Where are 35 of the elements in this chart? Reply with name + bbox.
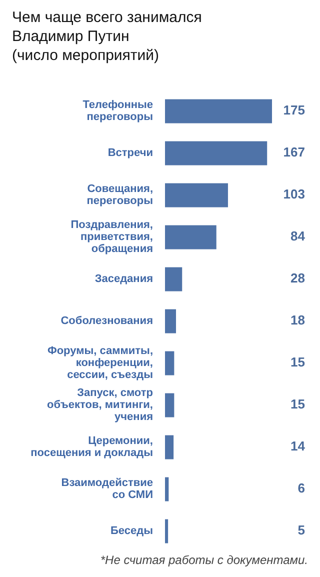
chart-title: Чем чаще всего занимался Владимир Путин (число мероприятий)	[12, 8, 202, 65]
y-tick-label: Поздравления, приветствия, обращения	[70, 218, 153, 255]
data-label: 175	[283, 102, 305, 118]
bar	[165, 393, 174, 418]
data-label: 84	[290, 228, 306, 244]
y-tick-label: Телефонные переговоры	[82, 98, 153, 123]
bar	[165, 183, 228, 208]
data-label: 18	[290, 312, 305, 328]
y-tick-label: Беседы	[110, 524, 153, 537]
bar	[165, 435, 174, 460]
data-label: 5	[298, 522, 305, 538]
bar	[165, 99, 272, 124]
bar	[165, 519, 168, 544]
y-tick-label: Церемонии, посещения и доклады	[30, 434, 153, 459]
text: *Не считая работы с документами.	[100, 553, 308, 567]
bar	[165, 141, 268, 166]
bar	[165, 225, 216, 250]
data-label: 15	[290, 396, 305, 412]
y-tick-label: Взаимодействие со СМИ	[61, 476, 154, 501]
data-label: 167	[283, 144, 305, 160]
y-tick-label: Заседания	[94, 272, 153, 285]
y-tick-label: Форумы, саммиты, конференции, сессии, съезды	[47, 344, 153, 381]
data-label: 6	[298, 480, 305, 496]
data-label: 103	[283, 186, 305, 202]
data-label: 14	[290, 438, 306, 454]
y-tick-label: Встречи	[108, 146, 153, 159]
bar	[165, 309, 176, 334]
data-label: 28	[290, 270, 305, 286]
y-tick-label: Соболезнования	[60, 314, 153, 327]
y-tick-label: Запуск, смотр объектов, митинги, учения	[47, 386, 154, 423]
bar	[165, 351, 174, 376]
bar	[165, 477, 169, 502]
y-tick-label: Совещания, переговоры	[86, 182, 153, 207]
bar	[165, 267, 182, 292]
data-label: 15	[290, 354, 305, 370]
